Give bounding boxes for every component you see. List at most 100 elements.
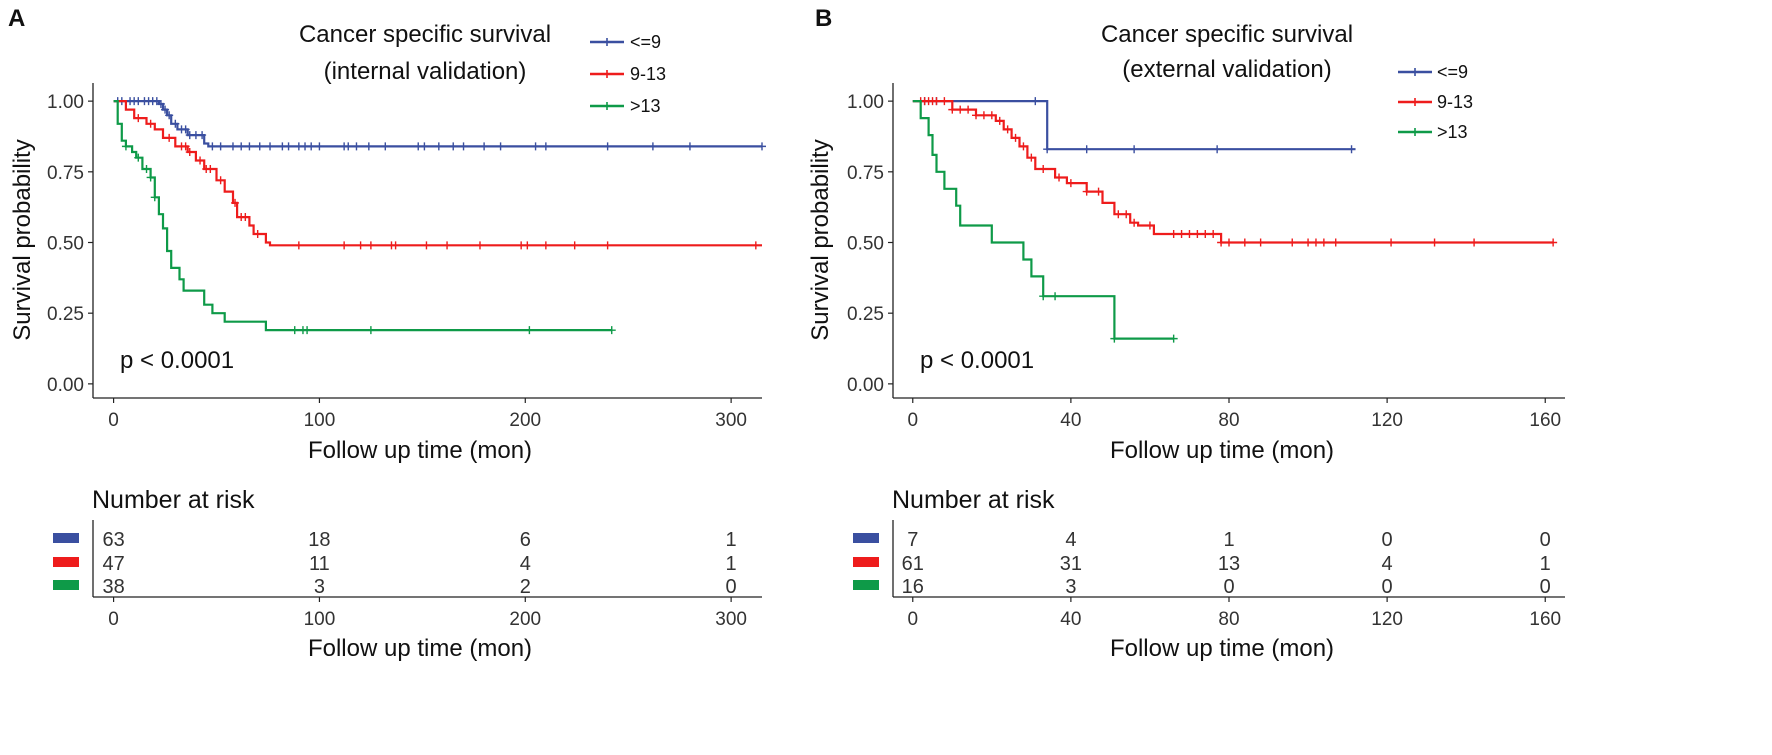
censor-mark [1122, 210, 1131, 219]
censor-mark [422, 241, 431, 250]
risk-count: 11 [309, 553, 330, 575]
chart-title-line-1: Cancer specific survival [299, 21, 551, 48]
risk-x-tick-label: 100 [304, 609, 336, 630]
risk-x-tick-label: 80 [1218, 609, 1239, 630]
chart-title-line-1: Cancer specific survival [1101, 21, 1353, 48]
censor-mark [1288, 238, 1297, 247]
legend-label: 9-13 [1437, 92, 1473, 112]
panel-a: A Cancer specific survival (internal valid… [8, 5, 766, 662]
risk-count: 16 [902, 576, 924, 598]
censor-mark [134, 153, 143, 162]
censor-mark [531, 142, 540, 151]
censor-mark [1430, 238, 1439, 247]
chart-title-line-2: (external validation) [1122, 56, 1331, 83]
censor-mark [150, 193, 159, 202]
censor-mark [1256, 238, 1265, 247]
risk-count: 3 [314, 576, 325, 598]
risk-count: 0 [1382, 529, 1393, 551]
censor-mark [228, 142, 237, 151]
censor-mark [307, 142, 316, 151]
risk-count: 1 [1540, 553, 1551, 575]
x-axis-label: Follow up time (mon) [308, 437, 532, 464]
y-tick-label: 0.50 [47, 234, 84, 255]
y-tick-label: 0.00 [847, 375, 884, 396]
censor-mark [152, 97, 161, 106]
censor-mark [198, 131, 207, 140]
censor-mark [237, 142, 246, 151]
y-tick-label: 0.25 [47, 304, 84, 325]
censor-mark [1331, 238, 1340, 247]
censor-mark [648, 142, 657, 151]
censor-mark [1240, 238, 1249, 247]
risk-row-swatch [53, 580, 79, 590]
risk-row-swatch [853, 557, 879, 567]
risk-count: 0 [1540, 576, 1551, 598]
censor-mark [541, 241, 550, 250]
censor-mark [181, 125, 190, 134]
censor-mark [1039, 164, 1048, 173]
risk-count: 0 [726, 576, 737, 598]
censor-mark [1387, 238, 1396, 247]
censor-mark [1051, 292, 1060, 301]
censor-mark [156, 99, 165, 108]
censor-mark [1082, 187, 1091, 196]
legend-censor-mark [1411, 98, 1419, 106]
censor-mark [1225, 238, 1233, 247]
censor-mark [1185, 230, 1194, 239]
risk-x-tick-label: 40 [1060, 609, 1081, 630]
censor-mark [603, 241, 612, 250]
censor-mark [525, 326, 534, 335]
censor-mark [932, 97, 941, 106]
censor-mark [165, 133, 174, 142]
y-tick-label: 0.75 [847, 163, 884, 184]
y-tick-label: 0.75 [47, 163, 84, 184]
censor-mark [956, 105, 965, 114]
y-tick-label: 0.00 [47, 375, 84, 396]
censor-mark [266, 142, 275, 151]
censor-mark [940, 97, 949, 106]
x-tick-label: 80 [1218, 410, 1239, 431]
survival-curve-<=9 [113, 100, 762, 148]
censor-mark [1311, 238, 1320, 247]
y-tick-label: 1.00 [47, 92, 84, 113]
censor-mark [352, 142, 361, 151]
censor-mark [1209, 230, 1218, 239]
risk-count: 0 [1223, 576, 1234, 598]
x-axis-label: Follow up time (mon) [1110, 437, 1334, 464]
censor-mark [972, 111, 981, 120]
x-tick-label: 200 [509, 410, 541, 431]
censor-mark [685, 142, 694, 151]
censor-mark [1003, 125, 1012, 134]
censor-mark [1201, 230, 1210, 239]
censor-mark [134, 114, 143, 123]
censor-mark [480, 142, 489, 151]
legend-label: <=9 [630, 32, 661, 52]
censor-mark [1470, 238, 1479, 247]
legend-label: <=9 [1437, 62, 1468, 82]
censor-mark [231, 198, 240, 207]
y-tick-label: 1.00 [847, 92, 884, 113]
censor-mark [245, 142, 254, 151]
risk-x-axis-label: Follow up time (mon) [308, 635, 532, 662]
risk-count: 1 [726, 553, 737, 575]
censor-mark [987, 111, 996, 120]
legend-label: 9-13 [630, 64, 666, 84]
censor-mark [475, 241, 484, 250]
censor-mark [1130, 145, 1139, 154]
censor-mark [751, 241, 760, 250]
censor-mark [443, 241, 452, 250]
censor-mark [496, 142, 505, 151]
risk-table-title: Number at risk [892, 486, 1055, 514]
risk-count: 4 [520, 553, 531, 575]
censor-mark [255, 142, 264, 151]
risk-count: 1 [1223, 529, 1234, 551]
censor-mark [165, 111, 174, 120]
censor-mark [303, 326, 312, 335]
censor-mark [420, 142, 429, 151]
survival-curve-9-13 [113, 100, 762, 247]
risk-x-tick-label: 0 [907, 609, 918, 630]
x-tick-label: 160 [1529, 410, 1561, 431]
censor-mark [391, 241, 400, 250]
censor-mark [1066, 179, 1075, 188]
censor-mark [340, 241, 349, 250]
